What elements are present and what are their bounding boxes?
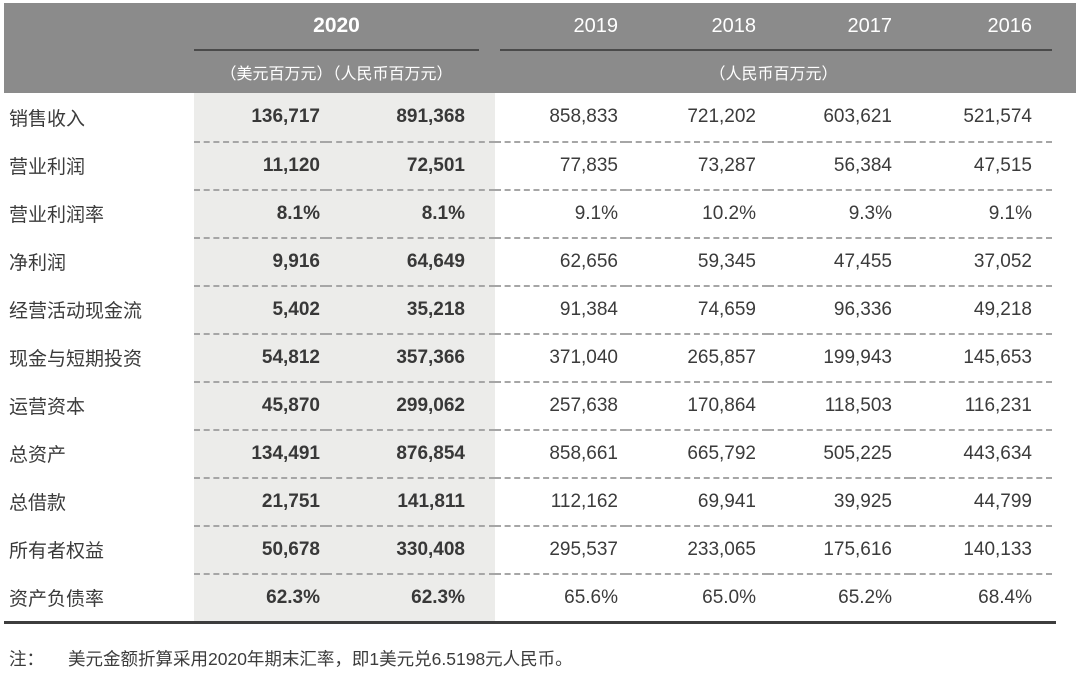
cell-2018: 74,659 — [626, 285, 768, 333]
row-label-total-borrowings: 总借款 — [9, 492, 67, 514]
cell-2018: 265,857 — [626, 333, 768, 381]
cell-2017: 47,455 — [768, 237, 910, 285]
cell-usd-2020: 136,717 — [194, 93, 326, 141]
cell-2019: 858,833 — [549, 106, 618, 127]
financial-table-body: 销售收入 136,717 891,368 858,833 721,202 603… — [4, 93, 1052, 621]
table-header-band: 2020 2019 2018 2017 2016 （美元百万元）（人民币百万元）… — [4, 3, 1076, 93]
cell-2018: 65.0% — [626, 573, 768, 621]
cell-2016: 9.1% — [910, 189, 1052, 237]
cell-2016: 44,799 — [910, 477, 1052, 525]
cell-2017: 175,616 — [768, 525, 910, 573]
cell-usd-2020: 8.1% — [194, 189, 326, 237]
footnote: 注： 美元金额折算采用2020年期末汇率，即1美元兑6.5198元人民币。 — [4, 646, 1080, 671]
cell-rmb-2020: 299,062 — [326, 381, 495, 429]
row-label-operating-margin: 营业利润率 — [9, 204, 105, 226]
header-year-2016: 2016 — [910, 3, 1052, 51]
cell-2017: 56,384 — [768, 141, 910, 189]
header-year-2017: 2017 — [768, 3, 910, 51]
row-label-net-profit: 净利润 — [9, 252, 67, 274]
cell-2019: 257,638 — [495, 381, 626, 429]
cell-2016: 47,515 — [910, 141, 1052, 189]
cell-usd-2020: 11,120 — [194, 141, 326, 189]
row-label-revenue: 销售收入 — [9, 108, 86, 130]
cell-2018: 59,345 — [626, 237, 768, 285]
cell-2019: 77,835 — [495, 141, 626, 189]
header-units-2020: （美元百万元）（人民币百万元） — [220, 66, 453, 83]
cell-2019: 65.6% — [495, 573, 626, 621]
cell-usd-2020: 9,916 — [194, 237, 326, 285]
cell-usd-2020: 21,751 — [194, 477, 326, 525]
cell-usd-2020: 134,491 — [194, 429, 326, 477]
cell-rmb-2020: 72,501 — [326, 141, 495, 189]
cell-usd-2020: 62.3% — [194, 573, 326, 621]
cell-2016: 145,653 — [910, 333, 1052, 381]
cell-2016: 443,634 — [910, 429, 1052, 477]
cell-2018: 73,287 — [626, 141, 768, 189]
cell-2017: 118,503 — [768, 381, 910, 429]
cell-2017: 505,225 — [768, 429, 910, 477]
cell-2018: 665,792 — [626, 429, 768, 477]
cell-usd-2020: 45,870 — [194, 381, 326, 429]
cell-rmb-2020: 35,218 — [326, 285, 495, 333]
row-label-working-capital: 运营资本 — [9, 396, 86, 418]
header-units-rmb: （人民币百万元） — [709, 66, 838, 83]
cell-2016: 116,231 — [910, 381, 1052, 429]
cell-rmb-2020: 330,408 — [326, 525, 495, 573]
cell-2019: 62,656 — [495, 237, 626, 285]
cell-2016: 49,218 — [910, 285, 1052, 333]
cell-rmb-2020: 357,366 — [326, 333, 495, 381]
cell-2018: 721,202 — [687, 106, 756, 127]
cell-rmb-2020: 876,854 — [326, 429, 495, 477]
row-label-operating-profit: 营业利润 — [9, 156, 86, 178]
cell-rmb-2020: 64,649 — [326, 237, 495, 285]
row-label-total-assets: 总资产 — [9, 444, 67, 466]
cell-usd-2020: 50,678 — [194, 525, 326, 573]
cell-2017: 9.3% — [768, 189, 910, 237]
cell-2018: 69,941 — [626, 477, 768, 525]
cell-rmb-2020: 891,368 — [326, 93, 495, 141]
header-year-2018: 2018 — [626, 3, 768, 51]
cell-rmb-2020: 8.1% — [326, 189, 495, 237]
cell-2016: 140,133 — [910, 525, 1052, 573]
cell-2017: 96,336 — [768, 285, 910, 333]
cell-2016: 521,574 — [963, 106, 1032, 127]
cell-2018: 10.2% — [626, 189, 768, 237]
cell-2017: 39,925 — [768, 477, 910, 525]
cell-2017: 65.2% — [768, 573, 910, 621]
cell-2017: 199,943 — [768, 333, 910, 381]
cell-2018: 170,864 — [626, 381, 768, 429]
header-empty-cell-2 — [4, 51, 194, 93]
cell-2019: 91,384 — [495, 285, 626, 333]
cell-2019: 858,661 — [495, 429, 626, 477]
cell-2019: 9.1% — [495, 189, 626, 237]
cell-2019: 112,162 — [495, 477, 626, 525]
cell-2017: 603,621 — [823, 106, 892, 127]
table-bottom-rule — [4, 621, 1056, 624]
cell-2016: 68.4% — [910, 573, 1052, 621]
footnote-text: 美元金额折算采用2020年期末汇率，即1美元兑6.5198元人民币。 — [68, 649, 573, 669]
cell-2018: 233,065 — [626, 525, 768, 573]
cell-2019: 295,537 — [495, 525, 626, 573]
footnote-label: 注： — [9, 649, 44, 669]
cell-usd-2020: 5,402 — [194, 285, 326, 333]
header-year-2019: 2019 — [500, 3, 626, 51]
row-label-owners-equity: 所有者权益 — [9, 540, 105, 562]
cell-usd-2020: 54,812 — [194, 333, 326, 381]
row-label-debt-ratio: 资产负债率 — [9, 588, 105, 610]
cell-rmb-2020: 141,811 — [326, 477, 495, 525]
cell-rmb-2020: 62.3% — [326, 573, 495, 621]
header-year-2020: 2020 — [194, 3, 479, 51]
header-empty-cell — [4, 3, 194, 51]
row-label-operating-cash-flow: 经营活动现金流 — [9, 300, 143, 322]
cell-2016: 37,052 — [910, 237, 1052, 285]
cell-2019: 371,040 — [495, 333, 626, 381]
row-label-cash-short-term-investments: 现金与短期投资 — [9, 348, 143, 370]
header-grid: 2020 2019 2018 2017 2016 （美元百万元）（人民币百万元）… — [4, 3, 1052, 93]
